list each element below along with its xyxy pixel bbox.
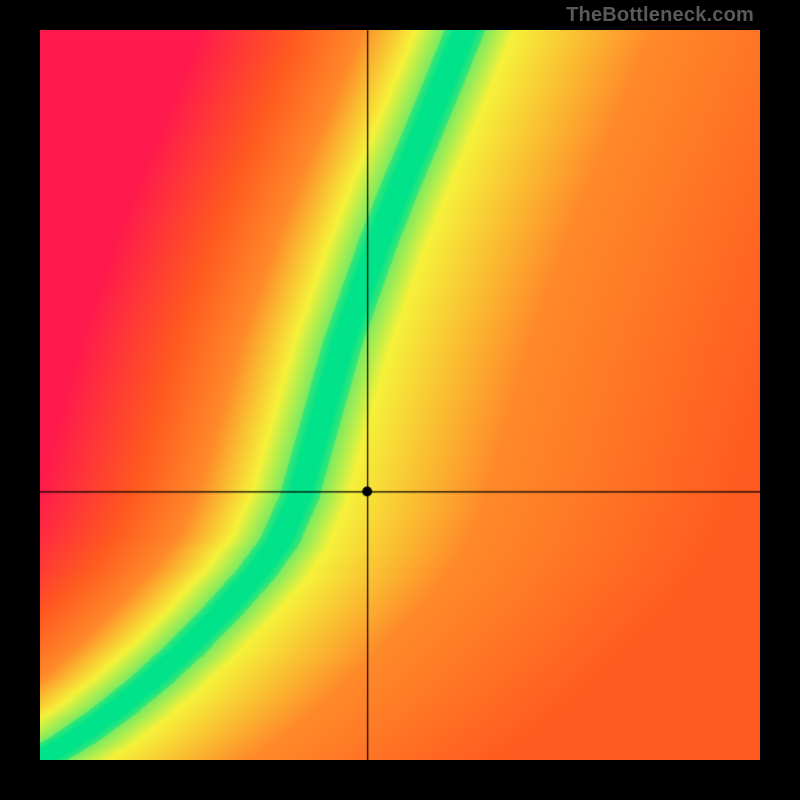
watermark-text: TheBottleneck.com bbox=[566, 4, 754, 27]
bottleneck-heatmap bbox=[40, 30, 760, 760]
